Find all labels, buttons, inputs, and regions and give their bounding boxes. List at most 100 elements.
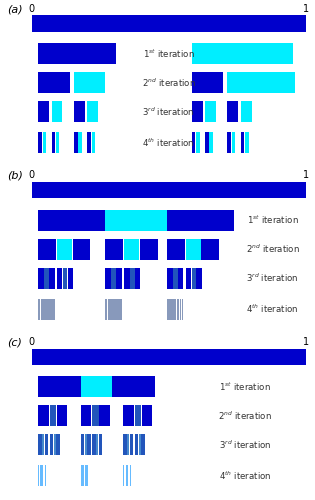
Bar bbox=[38, 238, 56, 260]
Bar bbox=[106, 238, 123, 260]
Bar bbox=[126, 465, 127, 486]
Bar bbox=[111, 298, 113, 320]
Bar bbox=[54, 434, 56, 456]
Text: 1: 1 bbox=[302, 337, 309, 347]
Bar bbox=[41, 298, 42, 320]
Bar bbox=[38, 268, 44, 289]
Bar bbox=[45, 465, 46, 486]
Bar bbox=[42, 434, 44, 456]
Bar bbox=[178, 298, 180, 320]
Bar bbox=[40, 465, 41, 486]
Bar bbox=[135, 268, 140, 289]
Text: 2$^{nd}$ iteration: 2$^{nd}$ iteration bbox=[246, 243, 300, 256]
Bar bbox=[127, 434, 129, 456]
Bar bbox=[48, 298, 49, 320]
Bar bbox=[38, 72, 70, 93]
Bar bbox=[205, 101, 216, 122]
Bar bbox=[186, 268, 191, 289]
Text: 0: 0 bbox=[28, 4, 35, 14]
Bar bbox=[130, 434, 133, 456]
Bar bbox=[135, 406, 141, 426]
Text: 0: 0 bbox=[28, 337, 35, 347]
Text: 2$^{nd}$ iteration: 2$^{nd}$ iteration bbox=[141, 76, 196, 88]
Bar bbox=[120, 298, 122, 320]
Bar bbox=[178, 268, 183, 289]
Bar bbox=[74, 72, 106, 93]
Bar bbox=[38, 210, 106, 231]
Bar bbox=[112, 376, 155, 398]
Text: 1$^{st}$ iteration: 1$^{st}$ iteration bbox=[219, 380, 271, 393]
Bar bbox=[43, 465, 44, 486]
Bar bbox=[42, 465, 43, 486]
Bar bbox=[81, 434, 84, 456]
Bar bbox=[57, 406, 67, 426]
Bar bbox=[52, 101, 62, 122]
Bar bbox=[130, 268, 135, 289]
Bar bbox=[135, 434, 138, 456]
Bar bbox=[49, 268, 54, 289]
Bar bbox=[49, 298, 51, 320]
Bar bbox=[167, 238, 185, 260]
Bar bbox=[57, 268, 62, 289]
Bar bbox=[173, 298, 175, 320]
Text: 3$^{rd}$ iteration: 3$^{rd}$ iteration bbox=[142, 106, 195, 118]
Bar bbox=[38, 434, 42, 456]
Text: 0: 0 bbox=[28, 170, 35, 180]
Bar bbox=[32, 182, 306, 198]
Bar bbox=[123, 465, 124, 486]
Bar bbox=[141, 434, 145, 456]
Bar bbox=[85, 434, 87, 456]
Bar bbox=[123, 434, 127, 456]
Text: 3$^{rd}$ iteration: 3$^{rd}$ iteration bbox=[219, 439, 272, 451]
Bar bbox=[38, 101, 49, 122]
Text: 4$^{th}$ iteration: 4$^{th}$ iteration bbox=[219, 470, 272, 482]
Bar bbox=[52, 132, 55, 153]
Bar bbox=[123, 406, 134, 426]
Bar bbox=[92, 434, 96, 456]
Bar bbox=[173, 268, 178, 289]
Bar bbox=[140, 238, 158, 260]
Bar bbox=[167, 298, 169, 320]
Text: 1: 1 bbox=[302, 4, 309, 14]
Bar bbox=[197, 268, 202, 289]
Bar bbox=[56, 132, 60, 153]
Text: 1$^{st}$ iteration: 1$^{st}$ iteration bbox=[143, 47, 194, 60]
Bar bbox=[180, 298, 181, 320]
Bar bbox=[92, 132, 95, 153]
Bar bbox=[192, 43, 293, 64]
Bar bbox=[100, 406, 110, 426]
Bar bbox=[115, 298, 117, 320]
Bar bbox=[192, 101, 203, 122]
Text: 1: 1 bbox=[302, 170, 309, 180]
Bar bbox=[32, 16, 306, 32]
Bar bbox=[87, 434, 91, 456]
Bar bbox=[171, 298, 173, 320]
Bar bbox=[108, 298, 109, 320]
Bar bbox=[116, 298, 118, 320]
Bar bbox=[44, 268, 49, 289]
Bar bbox=[86, 465, 87, 486]
Bar bbox=[124, 238, 139, 260]
Bar bbox=[106, 210, 167, 231]
Bar bbox=[68, 268, 73, 289]
Bar bbox=[81, 406, 91, 426]
Bar bbox=[116, 268, 122, 289]
Bar bbox=[142, 406, 152, 426]
Bar bbox=[245, 132, 249, 153]
Text: (c): (c) bbox=[7, 338, 22, 347]
Bar bbox=[87, 132, 91, 153]
Bar bbox=[196, 132, 200, 153]
Bar bbox=[38, 406, 49, 426]
Bar bbox=[57, 238, 72, 260]
Bar bbox=[45, 434, 48, 456]
Text: (a): (a) bbox=[7, 4, 22, 14]
Bar bbox=[38, 43, 117, 64]
Bar bbox=[106, 268, 111, 289]
Bar bbox=[87, 101, 98, 122]
Bar bbox=[42, 298, 44, 320]
Bar bbox=[44, 298, 46, 320]
Bar bbox=[81, 465, 82, 486]
Bar bbox=[74, 132, 77, 153]
Bar bbox=[78, 132, 82, 153]
Bar bbox=[43, 132, 46, 153]
